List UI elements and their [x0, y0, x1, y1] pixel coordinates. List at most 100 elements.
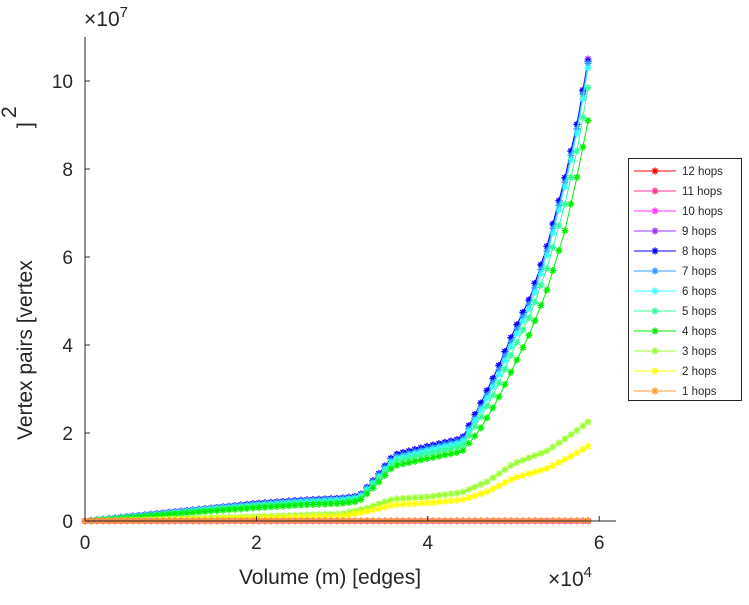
data-point	[441, 452, 448, 459]
y-tick-label: 4	[62, 336, 73, 357]
data-point	[351, 498, 358, 505]
data-point	[573, 174, 580, 181]
data-point	[447, 450, 454, 457]
data-point	[519, 344, 526, 351]
data-point	[423, 493, 430, 500]
data-point	[447, 497, 454, 504]
data-point	[561, 456, 568, 463]
series-5-hops	[82, 84, 592, 524]
data-point	[495, 482, 502, 489]
data-point	[519, 318, 526, 325]
data-point	[399, 460, 406, 467]
data-point	[441, 498, 448, 505]
data-point	[471, 423, 478, 430]
data-point	[405, 500, 412, 507]
data-point	[495, 380, 502, 387]
data-point	[507, 462, 514, 469]
legend-label: 9 hops	[682, 226, 717, 238]
data-point	[579, 114, 586, 121]
legend-label: 3 hops	[682, 346, 717, 358]
legend-label: 2 hops	[682, 366, 717, 378]
series-line	[85, 88, 588, 521]
data-point	[381, 503, 388, 510]
data-point	[477, 424, 484, 431]
data-point	[201, 508, 208, 515]
data-point	[567, 200, 574, 207]
data-point	[393, 501, 400, 508]
data-point	[261, 504, 268, 511]
series-line	[85, 68, 588, 521]
data-point	[435, 453, 442, 460]
series-line	[85, 61, 588, 521]
data-point	[501, 479, 508, 486]
legend-label: 8 hops	[682, 246, 717, 258]
data-point	[375, 505, 382, 512]
data-point	[411, 500, 418, 507]
data-point	[195, 509, 202, 516]
legend-marker-icon	[652, 288, 659, 295]
y-tick-label: 6	[62, 248, 73, 269]
data-point	[573, 449, 580, 456]
data-point	[513, 474, 520, 481]
data-point	[411, 458, 418, 465]
data-point	[351, 510, 358, 517]
data-point	[579, 144, 586, 151]
data-point	[543, 287, 550, 294]
data-point	[387, 502, 394, 509]
data-point	[411, 494, 418, 501]
x-tick-label: 2	[251, 533, 262, 554]
data-point	[471, 492, 478, 499]
data-point	[507, 369, 514, 376]
data-point	[549, 244, 556, 251]
legend-label: 5 hops	[682, 306, 717, 318]
data-point	[429, 454, 436, 461]
data-point	[237, 505, 244, 512]
legend-marker-icon	[652, 248, 659, 255]
data-point	[417, 500, 424, 507]
data-point	[501, 466, 508, 473]
data-point	[501, 381, 508, 388]
data-point	[579, 422, 586, 429]
y-tick-label: 8	[62, 160, 73, 181]
data-point	[531, 317, 538, 324]
x-tick-label: 4	[423, 533, 434, 554]
data-point	[381, 472, 388, 479]
data-point	[543, 465, 550, 472]
data-point	[309, 501, 316, 508]
data-point	[537, 270, 544, 277]
data-point	[525, 470, 532, 477]
data-point	[435, 492, 442, 499]
data-point	[585, 64, 592, 71]
data-point	[513, 356, 520, 363]
data-point	[525, 314, 532, 321]
data-point	[213, 507, 220, 514]
data-point	[405, 459, 412, 466]
data-point	[537, 282, 544, 289]
data-point	[543, 252, 550, 259]
data-point	[243, 505, 250, 512]
data-point	[333, 500, 340, 507]
data-point	[393, 462, 400, 469]
x-tick-label: 6	[594, 533, 605, 554]
data-point	[567, 156, 574, 163]
data-point	[573, 147, 580, 154]
data-point	[465, 432, 472, 439]
data-point	[489, 392, 496, 399]
y-multiplier: ×107	[84, 4, 128, 31]
data-point	[465, 440, 472, 447]
data-point	[555, 439, 562, 446]
data-point	[489, 485, 496, 492]
data-point	[489, 474, 496, 481]
data-point	[477, 490, 484, 497]
series-3-hops	[82, 419, 592, 525]
y-axis-label: Vertex pairs [vertex	[14, 260, 37, 440]
data-point	[507, 476, 514, 483]
data-point	[375, 479, 382, 486]
data-point	[537, 467, 544, 474]
data-point	[291, 502, 298, 509]
legend-label: 12 hops	[682, 166, 723, 178]
y-tick-label: 0	[62, 512, 73, 533]
data-point	[255, 504, 262, 511]
plot-area	[82, 56, 592, 525]
